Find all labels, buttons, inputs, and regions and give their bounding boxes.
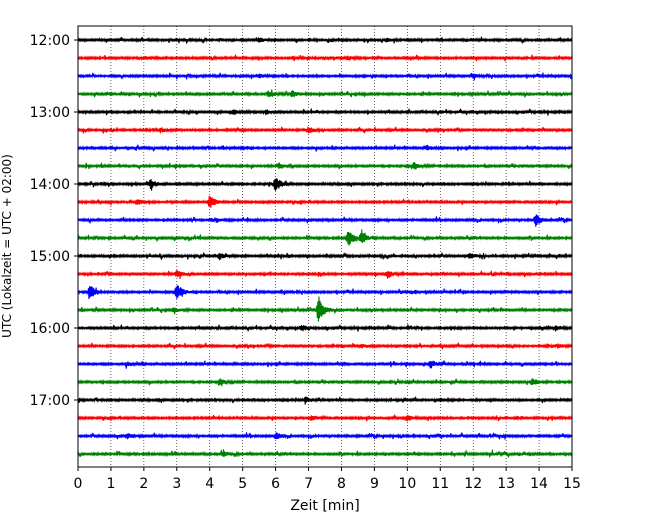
seismogram-trace xyxy=(77,449,573,458)
y-tick-label: 12:00 xyxy=(30,33,70,49)
seismogram-trace xyxy=(77,252,573,261)
y-tick-label: 14:00 xyxy=(30,177,70,193)
x-tick-label: 11 xyxy=(431,476,449,492)
x-tick-label: 5 xyxy=(238,476,247,492)
x-tick-label: 7 xyxy=(304,476,313,492)
x-tick-label: 0 xyxy=(74,476,83,492)
seismogram-trace xyxy=(77,296,573,322)
seismogram-trace xyxy=(77,196,573,208)
seismogram-trace xyxy=(77,342,573,350)
seismogram-trace xyxy=(77,178,573,191)
y-tick-label: 16:00 xyxy=(30,321,70,337)
seismogram-trace xyxy=(77,378,573,387)
seismogram-trace xyxy=(77,36,573,44)
x-tick-label: 14 xyxy=(530,476,548,492)
x-tick-label: 6 xyxy=(271,476,280,492)
seismogram-trace xyxy=(77,360,573,369)
seismogram-trace xyxy=(77,72,573,81)
seismogram-trace xyxy=(77,285,573,300)
seismogram-trace xyxy=(77,108,573,116)
x-tick-label: 15 xyxy=(563,476,581,492)
seismogram-trace xyxy=(77,144,573,152)
seismogram-trace xyxy=(77,229,573,246)
y-axis-label: UTC (Lokalzeit = UTC + 02:00) xyxy=(0,154,14,338)
x-tick-label: 1 xyxy=(106,476,115,492)
seismogram-trace xyxy=(77,432,573,440)
seismogram-trace xyxy=(77,414,573,422)
x-tick-label: 13 xyxy=(497,476,515,492)
seismogram-trace xyxy=(77,162,573,170)
x-tick-label: 4 xyxy=(205,476,214,492)
seismogram-trace xyxy=(77,89,573,98)
x-tick-label: 2 xyxy=(139,476,148,492)
x-axis-label: Zeit [min] xyxy=(290,498,359,514)
x-tick-label: 9 xyxy=(370,476,379,492)
seismogram-trace xyxy=(77,126,573,134)
seismogram-trace xyxy=(77,324,573,332)
y-tick-label: 13:00 xyxy=(30,105,70,121)
seismogram-trace xyxy=(77,270,573,279)
y-tick-label: 17:00 xyxy=(30,393,70,409)
seismogram-trace xyxy=(77,396,573,405)
seismogram-trace xyxy=(77,54,573,62)
y-axis-ticks: 12:00 13:00 14:00 15:00 16:00 17:00 xyxy=(30,33,78,409)
seismogram-trace xyxy=(77,214,573,227)
x-tick-label: 10 xyxy=(398,476,416,492)
seismogram-traces xyxy=(77,36,573,458)
x-tick-label: 12 xyxy=(464,476,482,492)
y-tick-label: 15:00 xyxy=(30,249,70,265)
plot-frame xyxy=(77,25,573,468)
x-tick-label: 3 xyxy=(172,476,181,492)
x-axis-ticks: 0 1 2 3 4 5 6 7 8 9 10 11 12 13 14 15 xyxy=(74,467,581,492)
x-tick-label: 8 xyxy=(337,476,346,492)
